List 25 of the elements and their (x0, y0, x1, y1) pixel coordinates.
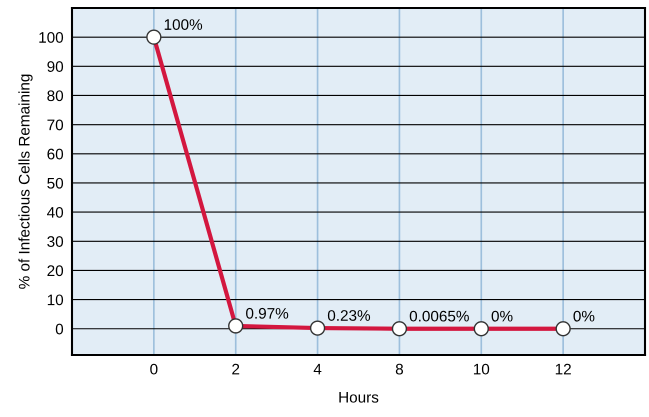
data-label: 0.0065% (410, 310, 469, 322)
y-tick-label: 0 (56, 324, 64, 334)
data-label: 0% (492, 310, 513, 322)
x-tick-label: 2 (232, 364, 240, 374)
data-label: 0% (573, 310, 594, 322)
y-axis-title: % of Infectious Cells Remaining (18, 74, 33, 289)
data-label: 0.23% (328, 310, 370, 321)
x-tick-label: 10 (474, 364, 490, 375)
x-tick-label: 0 (150, 364, 158, 375)
y-tick-label: 60 (47, 148, 64, 160)
data-label: 0.97% (246, 308, 288, 319)
y-tick-label: 80 (47, 90, 64, 102)
y-tick-label: 30 (47, 236, 64, 247)
y-tick-label: 10 (48, 294, 64, 306)
y-tick-label: 100 (39, 32, 64, 43)
y-tick-label: 70 (47, 120, 64, 130)
x-axis-title: Hours (339, 392, 378, 403)
data-label: 100% (164, 19, 202, 30)
y-tick-label: 40 (47, 206, 64, 218)
y-tick-label: 50 (47, 178, 64, 189)
y-tick-label: 90 (47, 61, 64, 72)
y-tick-label: 20 (47, 265, 64, 276)
x-tick-label: 12 (556, 364, 571, 374)
x-tick-label: 4 (314, 364, 322, 374)
x-tick-label: 8 (396, 364, 404, 375)
